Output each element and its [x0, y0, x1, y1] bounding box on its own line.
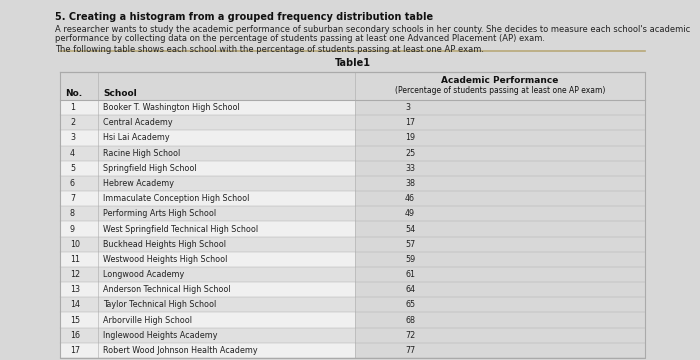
Bar: [60, 176, 355, 191]
Text: 8: 8: [70, 209, 75, 218]
Text: 2: 2: [70, 118, 75, 127]
Bar: [60, 312, 355, 328]
Text: Hsi Lai Academy: Hsi Lai Academy: [103, 134, 169, 143]
Text: Springfield High School: Springfield High School: [103, 164, 197, 173]
Text: 17: 17: [70, 346, 80, 355]
Text: 4: 4: [70, 149, 75, 158]
Text: 3: 3: [70, 134, 75, 143]
Text: Immaculate Conception High School: Immaculate Conception High School: [103, 194, 249, 203]
Bar: [60, 100, 355, 115]
Text: 65: 65: [405, 300, 415, 309]
Text: Academic Performance: Academic Performance: [441, 76, 559, 85]
Bar: [355, 343, 645, 358]
Bar: [60, 145, 355, 161]
Bar: [355, 161, 645, 176]
Bar: [60, 282, 355, 297]
Bar: [60, 267, 355, 282]
Text: 13: 13: [70, 285, 80, 294]
Text: Inglewood Heights Academy: Inglewood Heights Academy: [103, 331, 218, 340]
Text: 64: 64: [405, 285, 415, 294]
Text: 15: 15: [70, 316, 80, 325]
Text: 49: 49: [405, 209, 415, 218]
Bar: [60, 221, 355, 237]
Text: 25: 25: [405, 149, 415, 158]
Text: The following table shows each school with the percentage of students passing at: The following table shows each school wi…: [55, 45, 484, 54]
Text: 16: 16: [70, 331, 80, 340]
Text: 7: 7: [70, 194, 75, 203]
Text: 5: 5: [70, 164, 75, 173]
Bar: [355, 176, 645, 191]
Bar: [60, 343, 355, 358]
Bar: [355, 191, 645, 206]
Text: Arborville High School: Arborville High School: [103, 316, 192, 325]
Bar: [60, 297, 355, 312]
Bar: [355, 221, 645, 237]
Text: 61: 61: [405, 270, 415, 279]
Text: Central Academy: Central Academy: [103, 118, 173, 127]
Text: 12: 12: [70, 270, 80, 279]
Bar: [60, 191, 355, 206]
Bar: [60, 161, 355, 176]
Text: 38: 38: [405, 179, 415, 188]
Text: 9: 9: [70, 225, 75, 234]
Text: 33: 33: [405, 164, 415, 173]
Text: 6: 6: [70, 179, 75, 188]
Bar: [355, 115, 645, 130]
Text: School: School: [103, 90, 136, 99]
Text: 59: 59: [405, 255, 415, 264]
Text: (Percentage of students passing at least one AP exam): (Percentage of students passing at least…: [395, 86, 606, 95]
Text: Taylor Technical High School: Taylor Technical High School: [103, 300, 216, 309]
Text: Buckhead Heights High School: Buckhead Heights High School: [103, 240, 226, 249]
Bar: [355, 312, 645, 328]
Text: 57: 57: [405, 240, 415, 249]
Bar: [355, 282, 645, 297]
Bar: [355, 267, 645, 282]
Bar: [355, 237, 645, 252]
Text: Racine High School: Racine High School: [103, 149, 181, 158]
Bar: [60, 130, 355, 145]
Text: 1: 1: [70, 103, 75, 112]
Bar: [60, 115, 355, 130]
Text: Westwood Heights High School: Westwood Heights High School: [103, 255, 228, 264]
Bar: [355, 145, 645, 161]
Text: Robert Wood Johnson Health Academy: Robert Wood Johnson Health Academy: [103, 346, 258, 355]
Text: Hebrew Academy: Hebrew Academy: [103, 179, 174, 188]
Text: Anderson Technical High School: Anderson Technical High School: [103, 285, 230, 294]
Text: 3: 3: [405, 103, 410, 112]
Bar: [355, 297, 645, 312]
Text: 10: 10: [70, 240, 80, 249]
Text: Performing Arts High School: Performing Arts High School: [103, 209, 216, 218]
Text: No.: No.: [65, 90, 82, 99]
Text: 5. Creating a histogram from a grouped frequency distribution table: 5. Creating a histogram from a grouped f…: [55, 12, 433, 22]
Bar: [355, 252, 645, 267]
Text: 54: 54: [405, 225, 415, 234]
Bar: [60, 328, 355, 343]
Bar: [60, 252, 355, 267]
Text: 46: 46: [405, 194, 415, 203]
Text: A researcher wants to study the academic performance of suburban secondary schoo: A researcher wants to study the academic…: [55, 25, 690, 34]
Text: 72: 72: [405, 331, 415, 340]
Bar: [355, 130, 645, 145]
Text: 14: 14: [70, 300, 80, 309]
Text: 68: 68: [405, 316, 415, 325]
Text: Booker T. Washington High School: Booker T. Washington High School: [103, 103, 239, 112]
Text: 19: 19: [405, 134, 415, 143]
Bar: [60, 237, 355, 252]
Text: Table1: Table1: [335, 58, 370, 68]
Text: West Springfield Technical High School: West Springfield Technical High School: [103, 225, 258, 234]
Text: 17: 17: [405, 118, 415, 127]
Text: 77: 77: [405, 346, 415, 355]
Bar: [355, 328, 645, 343]
Bar: [60, 72, 645, 100]
Text: performance by collecting data on the percentage of students passing at least on: performance by collecting data on the pe…: [55, 34, 545, 43]
Bar: [60, 206, 355, 221]
Bar: [355, 100, 645, 115]
Text: Longwood Academy: Longwood Academy: [103, 270, 184, 279]
Bar: [355, 206, 645, 221]
Text: 11: 11: [70, 255, 80, 264]
